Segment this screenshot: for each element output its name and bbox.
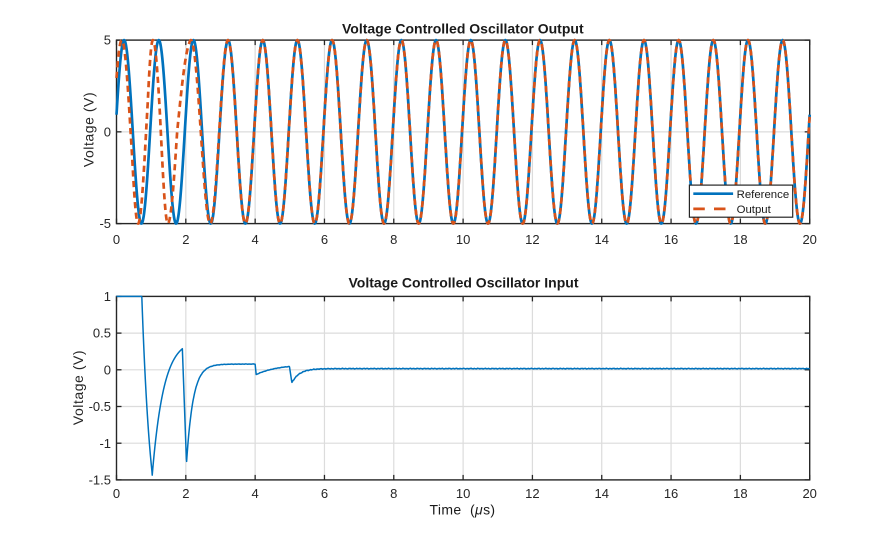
- svg-text:6: 6: [321, 232, 328, 247]
- svg-text:2: 2: [182, 232, 189, 247]
- svg-text:10: 10: [456, 232, 470, 247]
- svg-text:16: 16: [664, 232, 678, 247]
- svg-text:20: 20: [802, 486, 816, 501]
- svg-text:-1: -1: [99, 436, 111, 451]
- svg-text:-0.5: -0.5: [89, 399, 111, 414]
- svg-text:Reference: Reference: [737, 189, 790, 201]
- svg-text:5: 5: [104, 33, 111, 48]
- svg-text:12: 12: [525, 232, 539, 247]
- svg-text:-5: -5: [99, 216, 111, 231]
- svg-text:18: 18: [733, 486, 747, 501]
- svg-text:Voltage (V): Voltage (V): [70, 350, 86, 425]
- svg-text:0: 0: [113, 232, 120, 247]
- svg-text:Voltage (V): Voltage (V): [80, 92, 96, 167]
- svg-text:14: 14: [595, 232, 609, 247]
- svg-text:0.5: 0.5: [93, 326, 111, 341]
- svg-text:0: 0: [113, 486, 120, 501]
- svg-text:Time (μs): Time (μs): [430, 501, 496, 517]
- svg-text:8: 8: [390, 486, 397, 501]
- svg-text:14: 14: [595, 486, 609, 501]
- svg-text:4: 4: [252, 232, 259, 247]
- svg-text:12: 12: [525, 486, 539, 501]
- svg-text:Voltage Controlled Oscillator: Voltage Controlled Oscillator Input: [349, 274, 579, 290]
- svg-text:Output: Output: [737, 204, 772, 216]
- svg-text:6: 6: [321, 486, 328, 501]
- svg-text:20: 20: [802, 232, 816, 247]
- svg-text:0: 0: [104, 124, 111, 139]
- svg-text:10: 10: [456, 486, 470, 501]
- svg-text:0: 0: [104, 362, 111, 377]
- svg-text:18: 18: [733, 232, 747, 247]
- svg-text:-1.5: -1.5: [89, 473, 111, 488]
- svg-text:1: 1: [104, 289, 111, 304]
- svg-text:2: 2: [182, 486, 189, 501]
- svg-text:8: 8: [390, 232, 397, 247]
- svg-text:16: 16: [664, 486, 678, 501]
- svg-text:Voltage Controlled Oscillator: Voltage Controlled Oscillator Output: [342, 21, 584, 37]
- svg-text:4: 4: [252, 486, 259, 501]
